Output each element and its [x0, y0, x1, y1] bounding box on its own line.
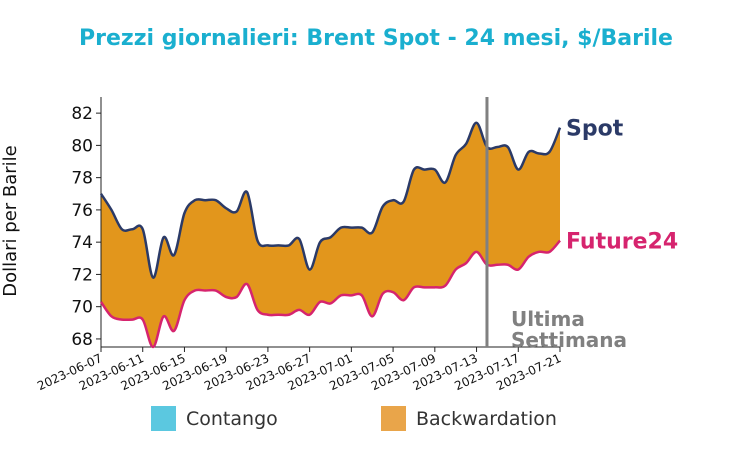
y-tick-label: 74: [71, 233, 93, 253]
plot-area: 68707274767880822023-06-072023-06-112023…: [35, 97, 678, 393]
y-tick-label: 72: [71, 265, 93, 285]
legend-label-backwardation: Backwardation: [416, 408, 557, 430]
chart-title: Prezzi giornalieri: Brent Spot - 24 mesi…: [79, 26, 673, 51]
backwardation-area: [101, 122, 560, 348]
y-axis-label: Dollari per Barile: [0, 145, 21, 297]
legend: Contango Backwardation: [151, 406, 557, 431]
y-tick-label: 82: [71, 104, 93, 124]
future24-series-label: Future24: [566, 230, 678, 255]
legend-swatch-backwardation: [381, 406, 406, 431]
spot-series-label: Spot: [566, 117, 624, 142]
y-tick-label: 70: [71, 298, 93, 318]
y-tick-label: 78: [71, 169, 93, 189]
ultima-settimana-annotation: Ultima Settimana: [511, 307, 627, 352]
y-tick-label: 80: [71, 136, 93, 156]
spot-line: [99, 121, 562, 279]
y-tick-label: 76: [71, 201, 93, 221]
legend-swatch-contango: [151, 406, 176, 431]
future24-line: [99, 239, 561, 349]
legend-label-contango: Contango: [186, 408, 278, 430]
y-tick-label: 68: [71, 330, 93, 350]
